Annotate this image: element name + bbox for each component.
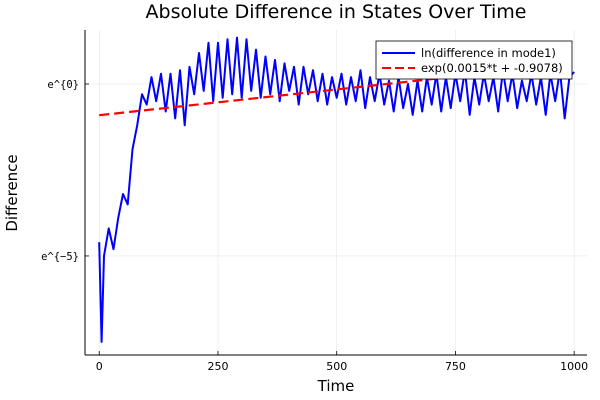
y-tick-label: e^{0} [47,79,79,91]
x-tick-label: 1000 [560,360,588,373]
x-tick-label: 750 [445,360,466,373]
legend-label-1: exp(0.0015*t + -0.9078) [421,61,563,75]
x-tick-label: 250 [207,360,228,373]
series-line-ln-difference [98,36,575,343]
chart-title: Absolute Difference in States Over Time [146,1,527,23]
legend: ln(difference in mode1) exp(0.0015*t + -… [375,40,573,80]
x-tick-label: 500 [326,360,347,373]
y-tick-label: e^{−5} [41,251,79,263]
x-tick-label: 0 [96,360,103,373]
legend-label-0: ln(difference in mode1) [421,46,556,60]
legend-box [375,40,573,80]
x-axis-label: Time [317,377,355,395]
y-axis-label: Difference [3,154,21,231]
axes: 0 250 500 750 1000 e^{0} e^{−5} [41,30,588,373]
